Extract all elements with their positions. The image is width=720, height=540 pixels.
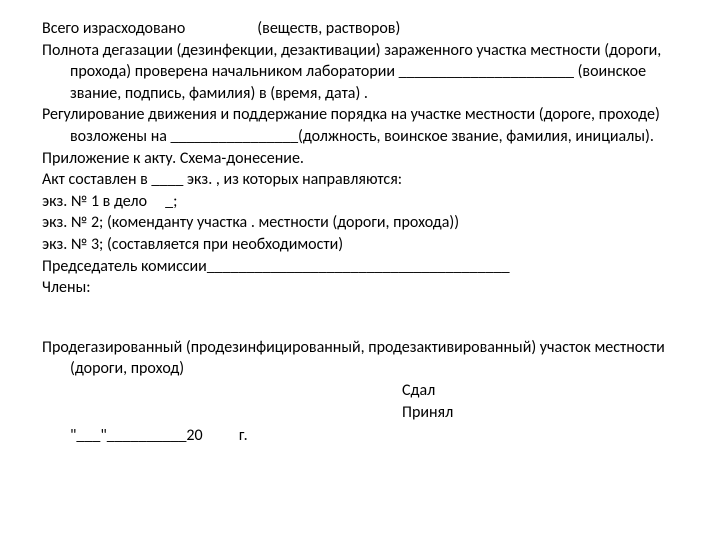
completeness-check: Полнота дегазации (дезинфекции, дезактив… [42,40,680,105]
members: Члены: [42,277,680,299]
attachment-note: Приложение к акту. Схема-донесение. [42,148,680,170]
copy-2: экз. № 2; (коменданту участка . местност… [42,212,680,234]
handed-over: Сдал [402,380,680,402]
date-line: "___"__________20 г. [42,425,680,447]
consumed-note: (веществ, растворов) [257,19,400,38]
traffic-control: Регулирование движения и поддержание пор… [42,104,680,147]
copies-intro: Акт составлен в ____ экз. , из которых н… [42,169,680,191]
copy-3: экз. № 3; (составляется при необходимост… [42,234,680,256]
copy-1: экз. № 1 в дело _; [42,191,680,213]
received: Принял [402,402,680,424]
handover-para: Продегазированный (продезинфицированный,… [42,337,680,380]
blank-gap [42,299,680,337]
chairman: Председатель комиссии___________________… [42,256,680,278]
consumed-label: Всего израсходовано [42,19,185,38]
substances-consumed: Всего израсходовано (веществ, растворов) [42,18,680,40]
